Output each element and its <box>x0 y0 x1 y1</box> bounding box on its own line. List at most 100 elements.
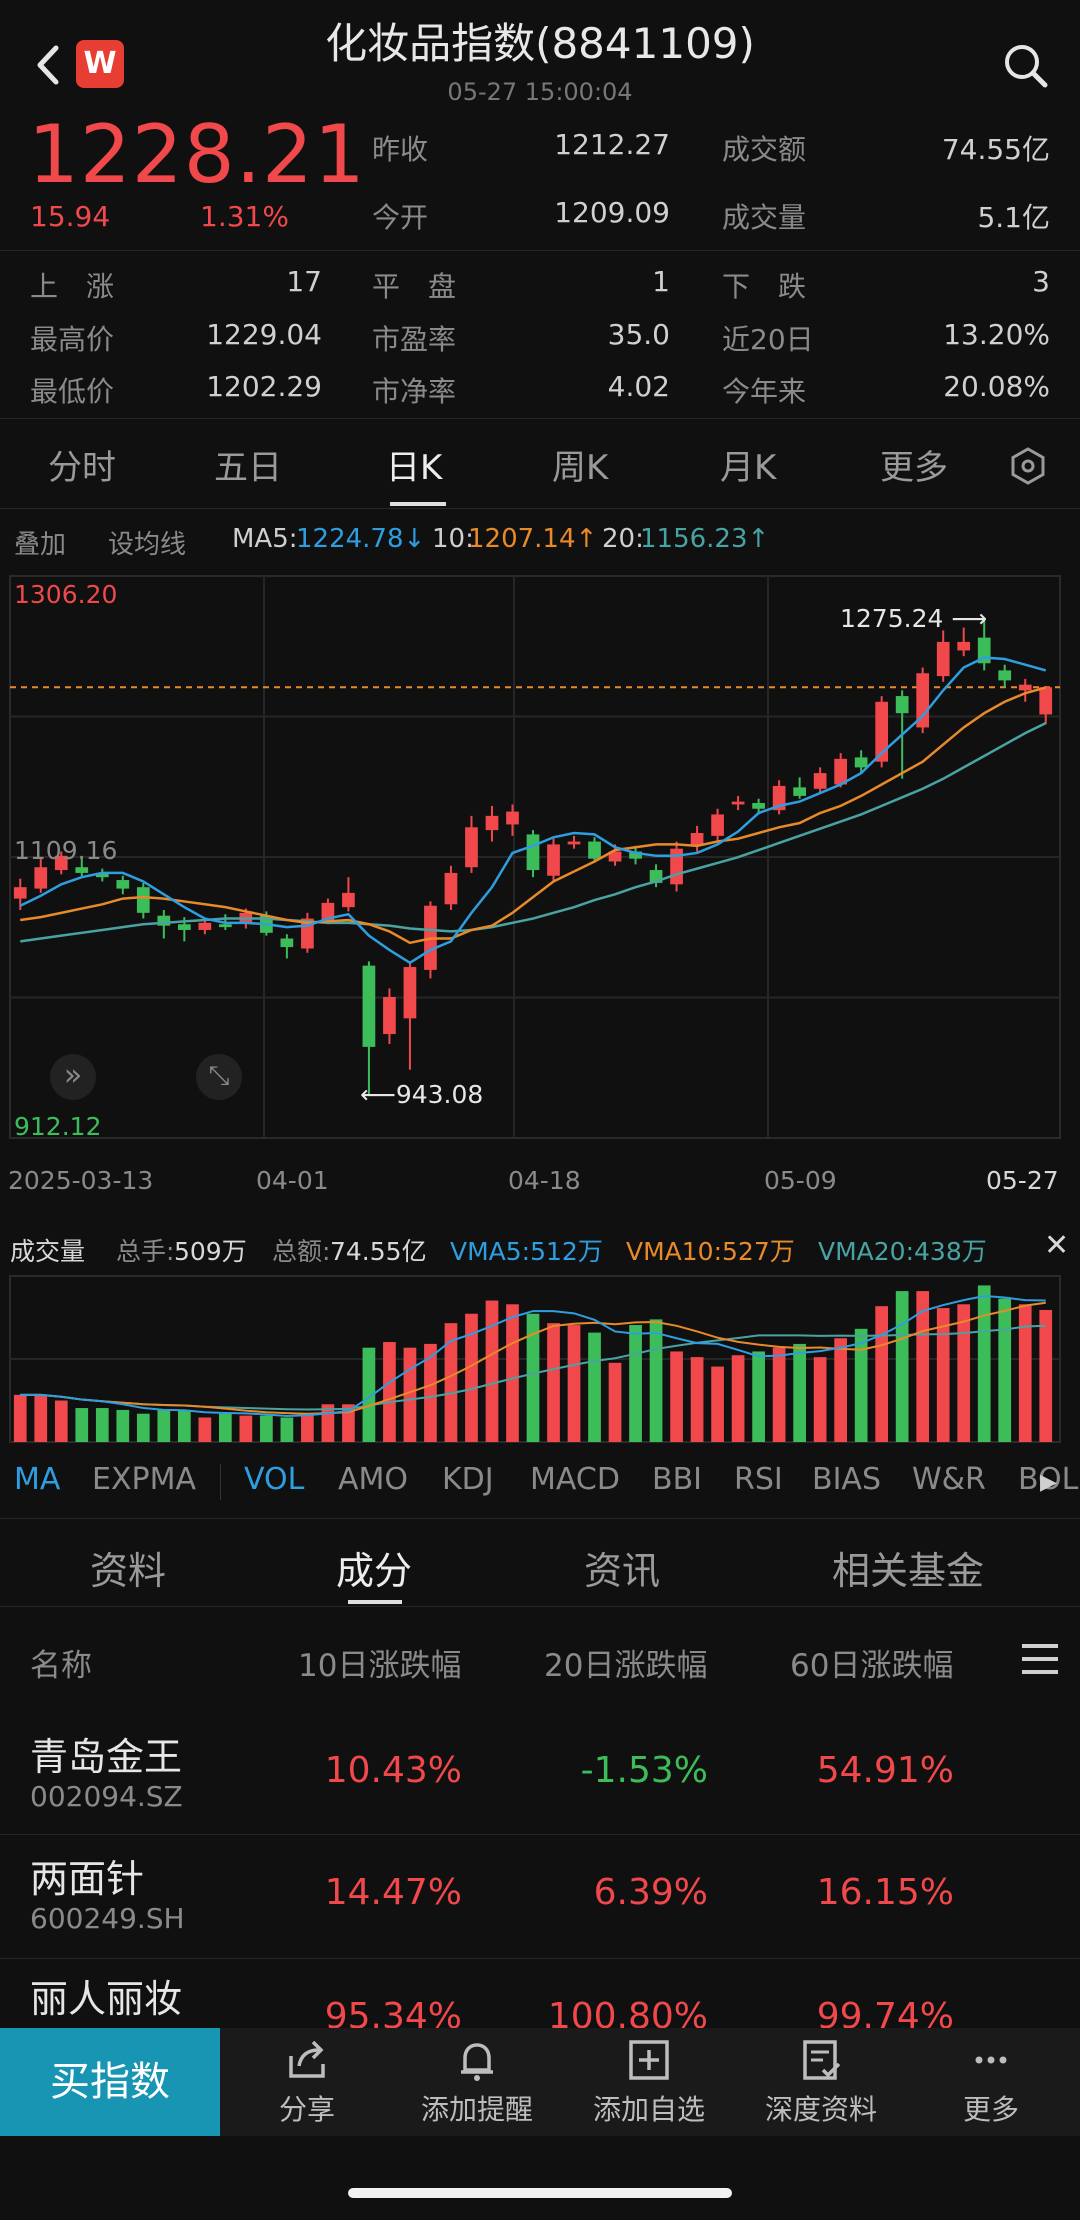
indicator-rsi[interactable]: RSI <box>734 1462 783 1497</box>
candle-body <box>752 803 765 809</box>
candle-body <box>936 641 950 677</box>
indicator-amo[interactable]: AMO <box>338 1462 409 1497</box>
add-alert-button[interactable]: 添加提醒 <box>392 2036 562 2128</box>
candlestick-chart[interactable] <box>0 572 1080 1142</box>
volume-bar <box>424 1343 437 1442</box>
tab-five-day[interactable]: 五日 <box>214 448 282 488</box>
table-row[interactable]: 青岛金王 002094.SZ 10.43% -1.53% 54.91% <box>0 1716 1080 1836</box>
stat-label-20d: 近20日 <box>722 323 814 356</box>
more-button[interactable]: 更多 <box>906 2036 1076 2128</box>
volume-bar <box>157 1409 171 1442</box>
expand-history-button[interactable]: » <box>50 1054 96 1100</box>
search-icon <box>1005 45 1048 88</box>
indicator-macd[interactable]: MACD <box>530 1462 620 1497</box>
total-hands-value: 509万 <box>174 1237 247 1266</box>
add-watchlist-label: 添加自选 <box>592 2093 705 2126</box>
volume-bar <box>711 1366 724 1442</box>
volume-bar <box>1018 1304 1032 1442</box>
volume-bar <box>403 1347 417 1442</box>
subtab-constituents[interactable]: 成分 <box>336 1549 413 1593</box>
indicator-expma[interactable]: EXPMA <box>92 1462 197 1497</box>
indicator-ma[interactable]: MA <box>14 1462 61 1497</box>
volume-bar <box>793 1343 806 1442</box>
indicator-bbi[interactable]: BBI <box>652 1462 703 1497</box>
indicator-divider <box>0 1518 1080 1519</box>
tab-weekly-k[interactable]: 周K <box>552 448 609 488</box>
table-row[interactable]: 两面针 600249.SH 14.47% 6.39% 16.15% <box>0 1838 1080 1958</box>
set-ma-button[interactable]: 设均线 <box>108 530 187 560</box>
ma20-value: 1156.23↑ <box>640 524 770 554</box>
vma5-line <box>20 1294 1046 1417</box>
candle-body <box>1018 684 1032 691</box>
search-button[interactable] <box>1000 40 1050 90</box>
indicator-scroll-right-icon[interactable]: ▶ <box>1040 1470 1057 1495</box>
indicator-separator <box>220 1464 221 1500</box>
quote-label-volume: 成交量 <box>722 201 807 234</box>
overlay-button[interactable]: 叠加 <box>14 530 67 560</box>
quote-value-turnover: 74.55亿 <box>941 133 1050 166</box>
volume-bar <box>95 1408 109 1442</box>
col-header-10d[interactable]: 10日涨跌幅 <box>298 1648 462 1684</box>
quote-value-prev-close: 1212.27 <box>554 128 670 161</box>
ma10-label: 10: <box>432 524 474 554</box>
indicator-kdj[interactable]: KDJ <box>442 1462 494 1497</box>
pct-10d: 95.34% <box>324 1996 462 2028</box>
pct-20d: 6.39% <box>593 1872 708 1913</box>
tab-more[interactable]: 更多 <box>880 448 948 488</box>
stock-code: 002094.SZ <box>30 1780 183 1813</box>
volume-chart[interactable] <box>0 1272 1080 1444</box>
stat-value-down: 3 <box>1032 265 1050 298</box>
candle-body <box>793 787 806 796</box>
candle-body <box>383 996 396 1035</box>
volume-bar <box>177 1409 191 1442</box>
column-menu-button[interactable] <box>1022 1642 1058 1680</box>
close-volume-button[interactable]: ✕ <box>1044 1228 1069 1263</box>
add-watchlist-button[interactable]: 添加自选 <box>564 2036 734 2128</box>
col-header-60d[interactable]: 60日涨跌幅 <box>790 1648 954 1684</box>
subtab-news[interactable]: 资讯 <box>584 1549 661 1593</box>
volume-bar <box>1039 1309 1053 1442</box>
candle-body <box>13 887 27 899</box>
back-button[interactable] <box>28 40 68 90</box>
tab-daily-k[interactable]: 日K <box>386 448 443 488</box>
y-axis-min-label: 912.12 <box>14 1112 102 1141</box>
stat-label-high: 最高价 <box>30 323 115 356</box>
volume-bar <box>813 1357 827 1442</box>
share-button[interactable]: 分享 <box>222 2036 392 2128</box>
app-logo: W <box>76 40 124 88</box>
col-header-20d[interactable]: 20日涨跌幅 <box>544 1648 708 1684</box>
date-label-2: 04-01 <box>256 1166 329 1195</box>
indicator-wr[interactable]: W&R <box>912 1462 986 1497</box>
tab-intraday[interactable]: 分时 <box>48 448 116 488</box>
tab-monthly-k[interactable]: 月K <box>720 448 777 488</box>
subtab-profile[interactable]: 资料 <box>90 1549 167 1593</box>
low-point-annotation: ⟵943.08 <box>360 1080 484 1109</box>
indicator-bias[interactable]: BIAS <box>812 1462 881 1497</box>
stat-label-flat: 平 盘 <box>372 270 457 303</box>
stat-label-ytd: 今年来 <box>722 375 807 408</box>
candle-body <box>403 967 417 1019</box>
indicator-boll[interactable]: BOLL <box>1018 1462 1080 1497</box>
stat-value-pb: 4.02 <box>607 370 670 403</box>
volume-bar <box>342 1404 355 1442</box>
candle-body <box>629 851 642 859</box>
ma20-line <box>20 722 1047 943</box>
indicator-vol[interactable]: VOL <box>244 1462 305 1497</box>
chart-settings-button[interactable] <box>1008 446 1048 490</box>
vma20-value: VMA20:438万 <box>818 1237 987 1266</box>
pct-10d: 14.47% <box>324 1872 462 1913</box>
subtab-related-funds[interactable]: 相关基金 <box>832 1549 985 1593</box>
volume-bar <box>116 1409 130 1442</box>
table-row[interactable]: 丽人丽妆 95.34% 100.80% 99.74% <box>0 1962 1080 2028</box>
stat-label-pb: 市净率 <box>372 375 457 408</box>
deep-data-button[interactable]: 深度资料 <box>736 2036 906 2128</box>
candle-body <box>547 844 560 876</box>
col-header-name[interactable]: 名称 <box>30 1648 92 1684</box>
buy-index-button[interactable]: 买指数 <box>0 2028 220 2136</box>
volume-bar <box>218 1413 232 1442</box>
chevron-left-icon <box>37 45 59 85</box>
volume-bar <box>506 1304 519 1442</box>
fullscreen-button[interactable]: ⤡ <box>196 1054 242 1100</box>
volume-bar <box>690 1357 704 1442</box>
share-label: 分享 <box>278 2093 335 2126</box>
